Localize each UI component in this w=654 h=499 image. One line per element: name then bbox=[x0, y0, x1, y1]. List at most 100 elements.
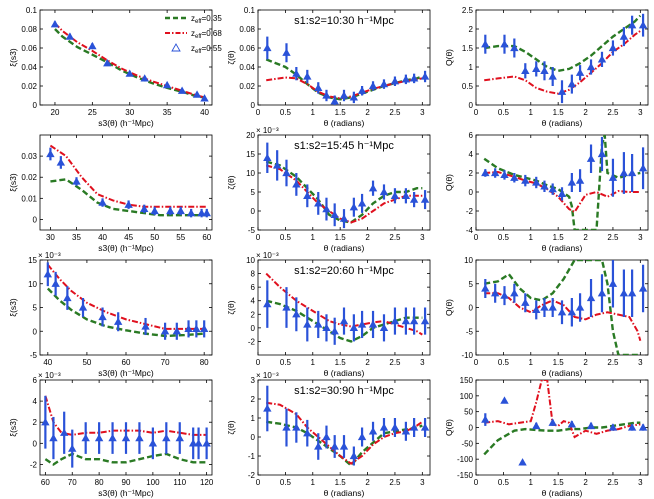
data-point-marker bbox=[608, 173, 618, 181]
legend-label-sub: eff bbox=[195, 19, 202, 25]
data-point-marker bbox=[420, 195, 430, 203]
data-point-marker bbox=[548, 303, 557, 311]
x-axis-label: s3(θ) (h⁻¹Mpc) bbox=[98, 118, 154, 128]
data-point-marker bbox=[368, 81, 378, 90]
x-tick-label: 1.5 bbox=[335, 108, 347, 117]
y-tick-label: 0 bbox=[251, 433, 256, 442]
data-point-marker bbox=[481, 40, 490, 48]
legend-label-sub: eff bbox=[195, 49, 202, 55]
x-tick-label: 0 bbox=[256, 478, 261, 487]
data-point-marker bbox=[379, 423, 389, 431]
legend-label-value: =0.68 bbox=[202, 29, 223, 38]
data-point-marker bbox=[140, 204, 149, 213]
y-tick-label: 0 bbox=[251, 101, 256, 110]
x-tick-label: 1 bbox=[529, 233, 534, 242]
data-point-marker bbox=[51, 279, 60, 287]
data-point-marker bbox=[68, 444, 77, 452]
data-point-marker bbox=[113, 317, 123, 325]
x-tick-label: 1.5 bbox=[553, 108, 565, 117]
panel-title: s1:s2=15:45 h⁻¹Mpc bbox=[294, 140, 394, 152]
data-point-marker bbox=[314, 199, 323, 207]
x-axis-label: s3(θ) (h⁻¹Mpc) bbox=[98, 488, 154, 498]
x-axis-label: θ (radians) bbox=[542, 243, 583, 253]
y-tick-label: 0.06 bbox=[239, 44, 255, 53]
x-axis-label: s3(θ) (h⁻¹Mpc) bbox=[98, 368, 154, 378]
data-point-marker bbox=[390, 77, 400, 85]
data-point-marker bbox=[292, 310, 301, 318]
data-point-marker bbox=[41, 418, 50, 426]
data-point-marker bbox=[390, 423, 400, 431]
data-point-marker bbox=[608, 43, 618, 52]
data-point-marker bbox=[638, 164, 648, 172]
series-line-z035 bbox=[46, 287, 205, 338]
data-point-marker bbox=[303, 191, 312, 199]
data-point-marker bbox=[108, 433, 117, 442]
y-tick-label: 50 bbox=[464, 408, 473, 417]
x-tick-label: 60 bbox=[41, 478, 50, 487]
data-point-marker bbox=[597, 289, 607, 297]
data-point-marker bbox=[192, 90, 202, 98]
data-point-marker bbox=[481, 284, 490, 292]
data-point-marker bbox=[303, 320, 312, 328]
data-point-marker bbox=[532, 64, 541, 73]
data-point-marker bbox=[401, 316, 411, 325]
y-exponent-label: × 10⁻³ bbox=[38, 251, 61, 260]
data-point-marker bbox=[586, 62, 596, 71]
y-tick-label: 2 bbox=[251, 395, 256, 404]
y-tick-label: 10 bbox=[246, 169, 255, 178]
data-point-marker bbox=[72, 177, 81, 185]
y-tick-label: 4 bbox=[33, 397, 38, 406]
x-tick-label: 1.5 bbox=[335, 358, 347, 367]
x-tick-label: 0 bbox=[256, 108, 261, 117]
x-tick-label: 1 bbox=[529, 478, 534, 487]
x-tick-label: 0 bbox=[256, 233, 261, 242]
data-point-marker bbox=[567, 308, 577, 316]
x-tick-label: 3 bbox=[638, 233, 643, 242]
data-point-marker bbox=[202, 208, 211, 217]
data-point-marker bbox=[481, 415, 490, 423]
y-tick-label: -5 bbox=[466, 327, 474, 336]
data-point-marker bbox=[597, 149, 607, 158]
data-point-marker bbox=[339, 214, 349, 222]
data-point-marker bbox=[401, 75, 411, 83]
series-line-z035 bbox=[50, 178, 207, 217]
y-tick-label: 0.08 bbox=[239, 25, 255, 34]
y-tick-label: 0 bbox=[469, 424, 474, 433]
data-point-marker bbox=[548, 72, 557, 80]
data-point-marker bbox=[638, 284, 648, 292]
data-point-marker bbox=[121, 433, 131, 442]
y-exponent-label: × 10⁻³ bbox=[256, 126, 279, 135]
data-point-marker bbox=[43, 270, 53, 278]
y-exponent-label: × 10⁻³ bbox=[256, 251, 279, 260]
data-point-marker bbox=[65, 32, 75, 40]
x-tick-label: 25 bbox=[88, 108, 97, 117]
x-tick-label: 1.5 bbox=[335, 233, 347, 242]
x-tick-label: 30 bbox=[125, 108, 134, 117]
data-point-marker bbox=[567, 178, 577, 186]
y-tick-label: 6 bbox=[251, 283, 256, 292]
x-tick-label: 1 bbox=[311, 108, 316, 117]
x-tick-label: 2.5 bbox=[607, 358, 619, 367]
data-point-marker bbox=[162, 80, 172, 89]
data-point-marker bbox=[314, 320, 323, 328]
series-line-z035 bbox=[44, 452, 207, 466]
y-tick-label: 0.03 bbox=[21, 152, 37, 161]
data-point-marker bbox=[63, 293, 72, 302]
data-point-marker bbox=[586, 293, 596, 302]
data-point-marker bbox=[56, 158, 66, 166]
data-point-marker bbox=[357, 86, 367, 94]
y-tick-label: 0 bbox=[33, 101, 38, 110]
data-point-marker bbox=[608, 279, 618, 287]
data-point-marker bbox=[177, 86, 187, 94]
y-tick-label: 2 bbox=[469, 169, 474, 178]
panel-plot-area bbox=[481, 380, 648, 466]
data-point-marker bbox=[314, 442, 323, 450]
y-axis-label: ζ(θ) bbox=[226, 175, 236, 189]
y-tick-label: 0 bbox=[251, 324, 256, 333]
data-point-marker bbox=[282, 168, 291, 177]
y-tick-label: -5 bbox=[30, 351, 38, 360]
data-point-marker bbox=[532, 178, 541, 186]
x-tick-label: 0.5 bbox=[498, 233, 510, 242]
data-point-marker bbox=[98, 312, 107, 321]
data-point-marker bbox=[500, 291, 509, 299]
